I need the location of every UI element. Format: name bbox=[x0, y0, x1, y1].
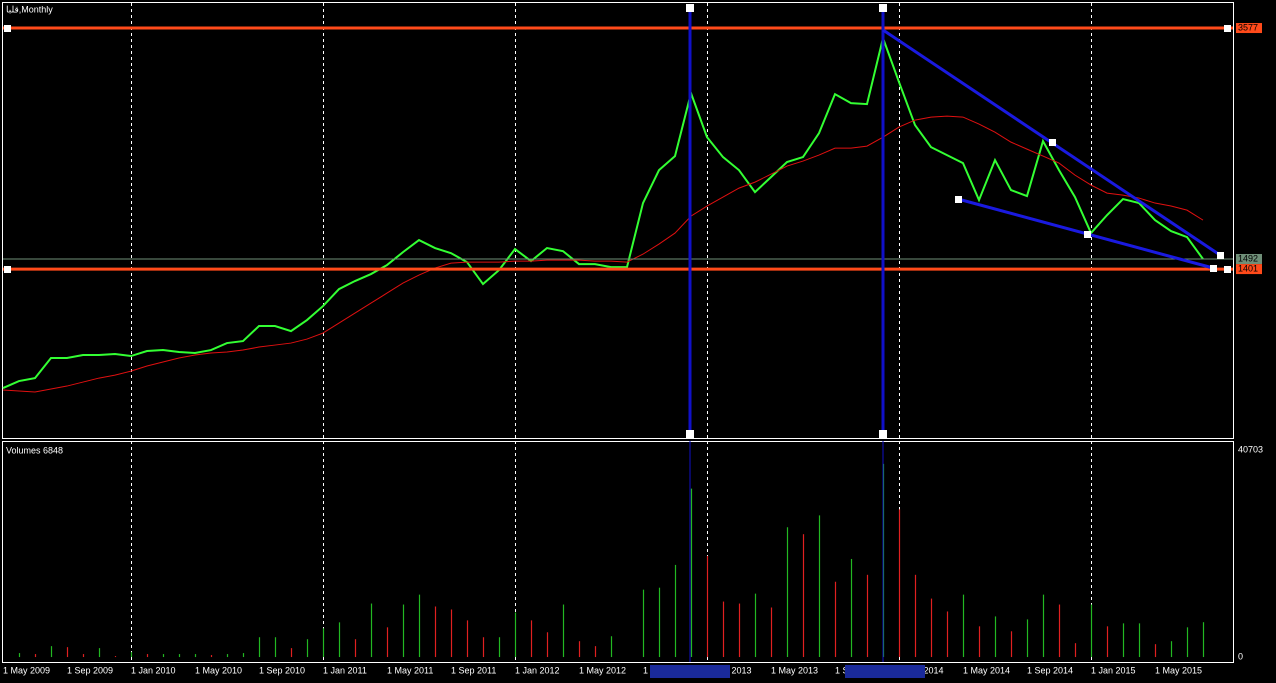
volume-title: Volumes 6848 bbox=[6, 445, 63, 455]
x-tick-label: 1 May 2015 bbox=[1155, 665, 1202, 675]
x-tick-label: 1 Sep 2014 bbox=[1027, 665, 1073, 675]
handle bbox=[686, 430, 694, 438]
handle bbox=[4, 25, 11, 32]
x-tick-label: 1 May 2010 bbox=[195, 665, 242, 675]
handle bbox=[1049, 139, 1056, 146]
y-tick-label: 0 bbox=[1238, 651, 1243, 661]
handle bbox=[955, 196, 962, 203]
price-pane bbox=[2, 2, 1234, 439]
handle bbox=[686, 4, 694, 12]
x-tick-label: 1 Sep 2010 bbox=[259, 665, 305, 675]
x-tick-label: 1 Jan 2015 bbox=[1091, 665, 1136, 675]
handle bbox=[1210, 265, 1217, 272]
price-line bbox=[2, 115, 1204, 393]
level-label-box bbox=[1236, 23, 1262, 34]
handle bbox=[879, 430, 887, 438]
handle bbox=[1224, 25, 1231, 32]
handle bbox=[1084, 231, 1091, 238]
level-label-box bbox=[1236, 253, 1262, 264]
handle bbox=[879, 4, 887, 12]
level-label-box bbox=[1236, 264, 1262, 275]
y-tick-label: 40703 bbox=[1238, 444, 1263, 454]
x-tick-label: 1 May 2013 bbox=[771, 665, 818, 675]
drawings bbox=[4, 4, 1231, 662]
x-tick-label: 1 May 2011 bbox=[387, 665, 433, 675]
chart-title: قلبا,Monthly bbox=[6, 4, 53, 14]
x-tick-label: 1 Jan 2011 bbox=[323, 665, 367, 675]
grid bbox=[131, 3, 1092, 662]
marks bbox=[2, 26, 1233, 658]
time-highlight bbox=[845, 665, 925, 678]
level-label: 1492 bbox=[1238, 253, 1258, 263]
x-tick-label: 1 Sep 2011 bbox=[451, 665, 496, 675]
handle bbox=[4, 266, 11, 273]
x-tick-label: 1 Jan 2010 bbox=[131, 665, 176, 675]
time-highlights bbox=[650, 665, 925, 678]
x-tick-label: 1 Jan 2012 bbox=[515, 665, 560, 675]
handle bbox=[1217, 252, 1224, 259]
x-tick-label: 1 May 2009 bbox=[3, 665, 50, 675]
price-line bbox=[2, 34, 1204, 389]
level-label: 3577 bbox=[1238, 22, 1258, 32]
x-tick-label: 1 Sep 2009 bbox=[67, 665, 113, 675]
handle bbox=[1224, 266, 1231, 273]
level-label: 1401 bbox=[1238, 263, 1258, 273]
x-tick-label: 1 May 2012 bbox=[579, 665, 626, 675]
volume-pane bbox=[2, 441, 1234, 663]
time-highlight bbox=[650, 665, 730, 678]
x-tick-label: 1 May 2014 bbox=[963, 665, 1010, 675]
